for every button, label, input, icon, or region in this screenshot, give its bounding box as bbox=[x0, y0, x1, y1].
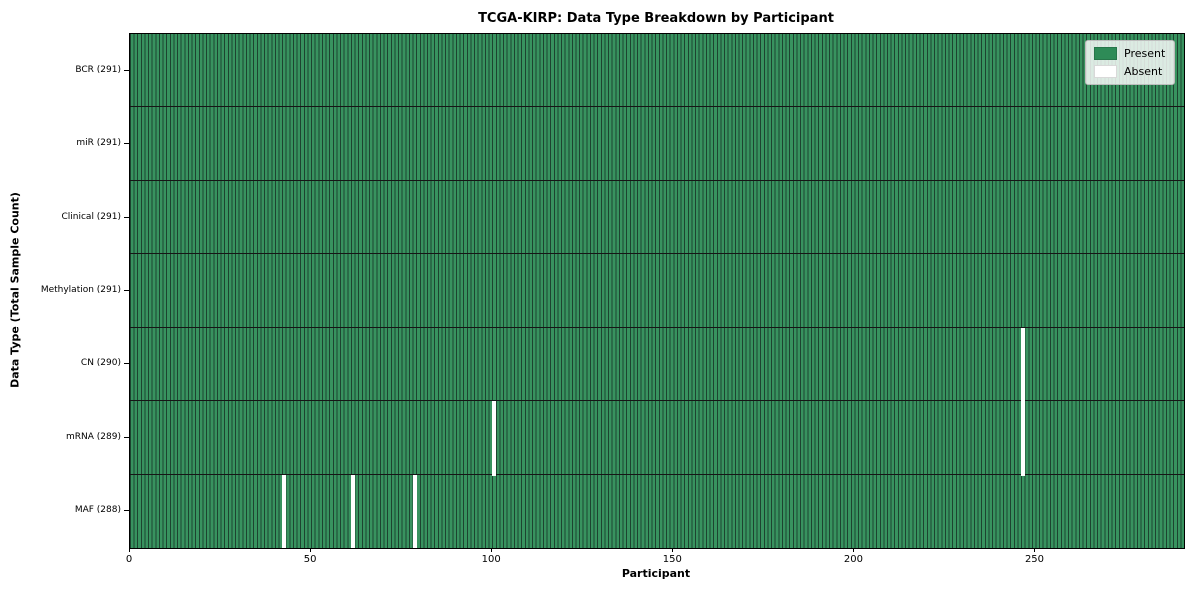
x-tick-250 bbox=[1034, 548, 1036, 552]
x-tick-label-200: 200 bbox=[843, 554, 863, 565]
x-tick-150 bbox=[672, 548, 674, 552]
x-tick-label-0: 0 bbox=[125, 554, 133, 565]
x-tick-200 bbox=[853, 548, 855, 552]
x-tick-50 bbox=[310, 548, 312, 552]
y-axis-label: Data Type (Total Sample Count) bbox=[8, 192, 22, 388]
y-tick-miR bbox=[124, 143, 129, 145]
absent-mark-mRNA-100 bbox=[492, 401, 497, 476]
x-tick-label-250: 250 bbox=[1024, 554, 1045, 565]
heatmap-row-mRNA bbox=[130, 401, 1184, 475]
legend-label-absent: Absent bbox=[1124, 65, 1163, 78]
y-tick-CN bbox=[124, 363, 129, 365]
y-tick-MAF bbox=[124, 510, 129, 512]
y-tick-label-miR: miR (291) bbox=[76, 138, 121, 149]
heatmap-row-Methylation bbox=[130, 254, 1184, 328]
y-tick-label-mRNA: mRNA (289) bbox=[66, 431, 121, 442]
heatmap-row-CN bbox=[130, 327, 1184, 402]
y-tick-label-CN: CN (290) bbox=[80, 358, 121, 369]
heatmap-row-BCR bbox=[130, 34, 1184, 108]
x-tick-100 bbox=[491, 548, 493, 552]
absent-marks-layer bbox=[130, 34, 1184, 548]
y-tick-label-Clinical: Clinical (291) bbox=[61, 211, 121, 222]
absent-mark-MAF-78 bbox=[412, 474, 417, 548]
absent-mark-mRNA-246 bbox=[1021, 401, 1026, 476]
absent-mark-MAF-61 bbox=[350, 474, 356, 548]
heatmap-row-MAF bbox=[130, 474, 1184, 548]
y-tick-BCR bbox=[124, 69, 129, 71]
y-tick-Methylation bbox=[124, 290, 129, 291]
absent-mark-CN-246 bbox=[1021, 327, 1026, 403]
x-tick-0 bbox=[129, 548, 130, 552]
absent-swatch-icon bbox=[1094, 65, 1117, 78]
legend-label-present: Present bbox=[1124, 47, 1166, 60]
heatmap-plot-area bbox=[129, 33, 1185, 549]
y-tick-mRNA bbox=[124, 436, 129, 438]
heatmap-row-Clinical bbox=[130, 180, 1184, 255]
present-swatch-icon bbox=[1094, 47, 1117, 60]
y-tick-label-Methylation: Methylation (291) bbox=[40, 285, 121, 295]
legend-item-absent: Absent bbox=[1094, 65, 1165, 78]
x-axis-label: Participant bbox=[621, 567, 691, 580]
legend: Present Absent bbox=[1085, 40, 1176, 85]
chart-title: TCGA-KIRP: Data Type Breakdown by Partic… bbox=[478, 11, 834, 26]
x-tick-label-100: 100 bbox=[481, 554, 501, 565]
x-tick-label-150: 150 bbox=[662, 554, 682, 565]
y-tick-label-MAF: MAF (288) bbox=[74, 505, 121, 516]
y-tick-Clinical bbox=[124, 216, 129, 218]
x-tick-label-50: 50 bbox=[303, 554, 317, 565]
legend-item-present: Present bbox=[1094, 47, 1165, 60]
heatmap-rows bbox=[130, 34, 1184, 548]
y-tick-label-BCR: BCR (291) bbox=[75, 64, 121, 75]
absent-mark-MAF-42 bbox=[282, 474, 287, 548]
heatmap-row-miR bbox=[130, 107, 1184, 181]
